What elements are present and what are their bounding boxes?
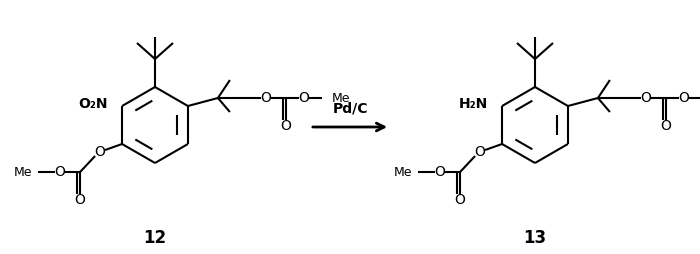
Text: 12: 12 (144, 229, 167, 247)
Text: O: O (475, 145, 486, 159)
Text: Me: Me (332, 91, 351, 104)
Text: O: O (94, 145, 106, 159)
Text: Pd/C: Pd/C (332, 101, 368, 115)
Text: O: O (298, 91, 309, 105)
Text: O: O (260, 91, 272, 105)
Text: Me: Me (13, 166, 32, 179)
Text: O: O (661, 119, 671, 133)
Text: O: O (75, 193, 85, 207)
Text: O: O (55, 165, 66, 179)
Text: Me: Me (393, 166, 412, 179)
Text: O: O (455, 193, 466, 207)
Text: O: O (640, 91, 651, 105)
Text: O: O (281, 119, 291, 133)
Text: 13: 13 (524, 229, 547, 247)
Text: O₂N: O₂N (78, 97, 108, 111)
Text: O: O (678, 91, 690, 105)
Text: O: O (435, 165, 445, 179)
Text: H₂N: H₂N (458, 97, 488, 111)
